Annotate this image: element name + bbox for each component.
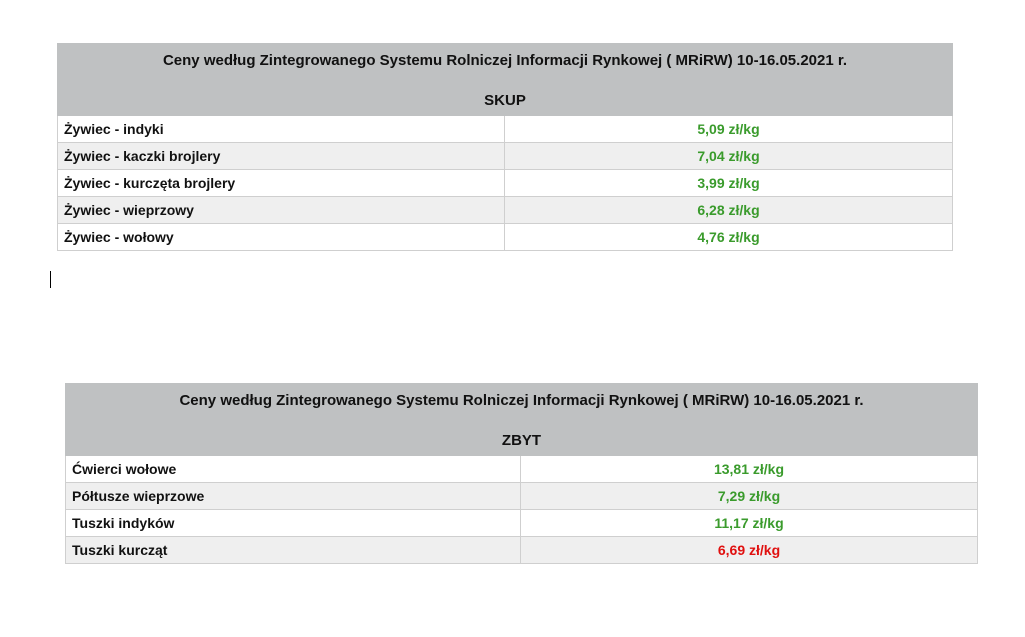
- table-row: Żywiec - kaczki brojlery 7,04 zł/kg: [57, 142, 953, 170]
- zbyt-table-title: Ceny według Zintegrowanego Systemu Rolni…: [179, 392, 864, 409]
- skup-table-header: Ceny według Zintegrowanego Systemu Rolni…: [57, 43, 953, 116]
- table-row: Tuszki indyków 11,17 zł/kg: [65, 509, 978, 537]
- zbyt-header-cell: Ceny według Zintegrowanego Systemu Rolni…: [65, 383, 978, 456]
- zbyt-table-subtitle: ZBYT: [501, 432, 542, 449]
- table-row: Żywiec - kurczęta brojlery 3,99 zł/kg: [57, 169, 953, 197]
- product-name: Żywiec - wieprzowy: [57, 196, 505, 224]
- table-row: Żywiec - indyki 5,09 zł/kg: [57, 115, 953, 143]
- zbyt-table-header: Ceny według Zintegrowanego Systemu Rolni…: [65, 383, 978, 456]
- skup-table-subtitle: SKUP: [484, 92, 526, 109]
- product-name: Tuszki kurcząt: [65, 536, 521, 564]
- table-row: Żywiec - wołowy 4,76 zł/kg: [57, 223, 953, 251]
- table-row: Żywiec - wieprzowy 6,28 zł/kg: [57, 196, 953, 224]
- product-price: 6,28 zł/kg: [504, 196, 953, 224]
- table-row: Ćwierci wołowe 13,81 zł/kg: [65, 455, 978, 483]
- product-price: 5,09 zł/kg: [504, 115, 953, 143]
- product-price: 13,81 zł/kg: [520, 455, 978, 483]
- table-row: Tuszki kurcząt 6,69 zł/kg: [65, 536, 978, 564]
- zbyt-price-table: Ceny według Zintegrowanego Systemu Rolni…: [65, 383, 978, 564]
- product-price: 6,69 zł/kg: [520, 536, 978, 564]
- product-name: Półtusze wieprzowe: [65, 482, 521, 510]
- product-price: 3,99 zł/kg: [504, 169, 953, 197]
- skup-price-table: Ceny według Zintegrowanego Systemu Rolni…: [57, 43, 953, 251]
- text-cursor[interactable]: [50, 271, 51, 288]
- product-price: 11,17 zł/kg: [520, 509, 978, 537]
- product-name: Żywiec - wołowy: [57, 223, 505, 251]
- product-name: Tuszki indyków: [65, 509, 521, 537]
- product-name: Żywiec - kurczęta brojlery: [57, 169, 505, 197]
- product-price: 7,04 zł/kg: [504, 142, 953, 170]
- table-row: Półtusze wieprzowe 7,29 zł/kg: [65, 482, 978, 510]
- product-name: Żywiec - indyki: [57, 115, 505, 143]
- skup-header-cell: Ceny według Zintegrowanego Systemu Rolni…: [57, 43, 953, 116]
- product-price: 4,76 zł/kg: [504, 223, 953, 251]
- product-name: Ćwierci wołowe: [65, 455, 521, 483]
- skup-table-title: Ceny według Zintegrowanego Systemu Rolni…: [162, 52, 848, 69]
- product-name: Żywiec - kaczki brojlery: [57, 142, 505, 170]
- product-price: 7,29 zł/kg: [520, 482, 978, 510]
